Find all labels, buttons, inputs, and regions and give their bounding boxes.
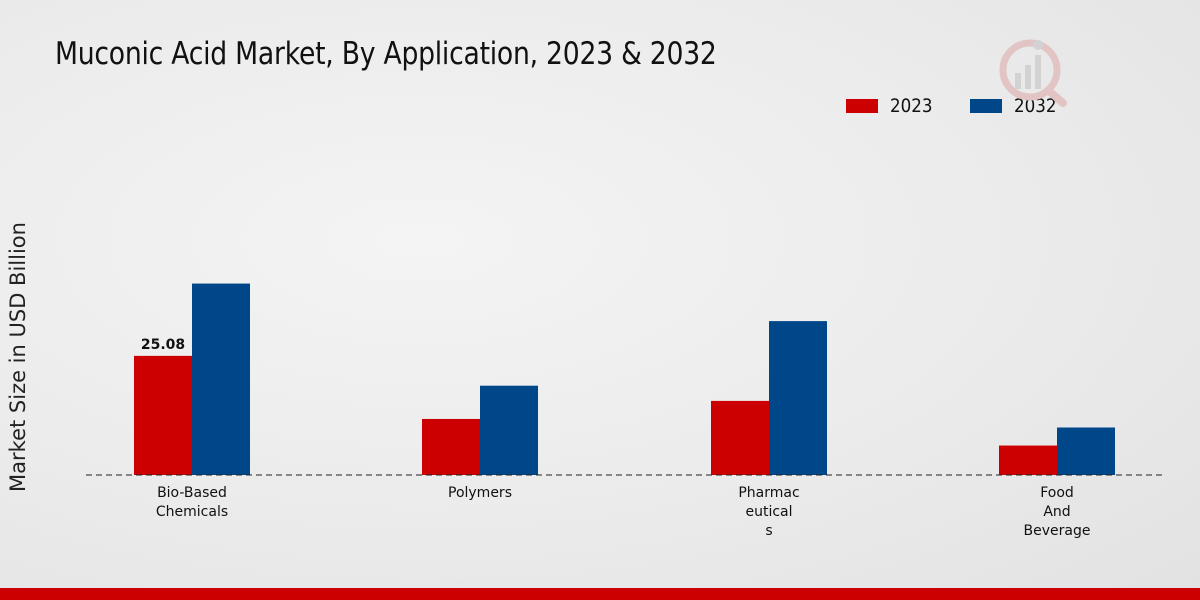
bar-2032-0 <box>192 283 250 475</box>
chart-title: Muconic Acid Market, By Application, 202… <box>55 36 717 72</box>
bar-2032-1 <box>480 385 538 475</box>
x-tick-label-2: Pharmac eutical s <box>738 485 799 539</box>
legend-item-2023: 2023 <box>846 95 938 117</box>
legend-label-2032: 2032 <box>1014 95 1057 117</box>
bar-2032-3 <box>1057 427 1115 475</box>
legend-swatch-2032 <box>970 99 1003 113</box>
bar-2032-2 <box>769 321 827 475</box>
legend-swatch-2023 <box>846 99 878 113</box>
bar-2023-3 <box>999 445 1057 475</box>
bar-2023-1 <box>422 418 480 475</box>
x-tick-label-0: Bio-Based Chemicals <box>156 485 228 520</box>
legend-label-2023: 2023 <box>890 95 933 117</box>
x-tick-label-3: Food And Beverage <box>1024 485 1091 539</box>
footer-accent-bar <box>0 588 1200 600</box>
x-tick-label-1: Polymers <box>448 485 512 501</box>
market-research-logo-icon <box>999 39 1067 107</box>
legend-item-2032: 2032 <box>970 95 1062 117</box>
bar-2023-2 <box>711 400 769 475</box>
data-label-0: 25.08 <box>141 337 185 353</box>
bar-2023-0 <box>134 355 192 475</box>
chart-legend: 2023 2032 <box>846 95 1095 117</box>
